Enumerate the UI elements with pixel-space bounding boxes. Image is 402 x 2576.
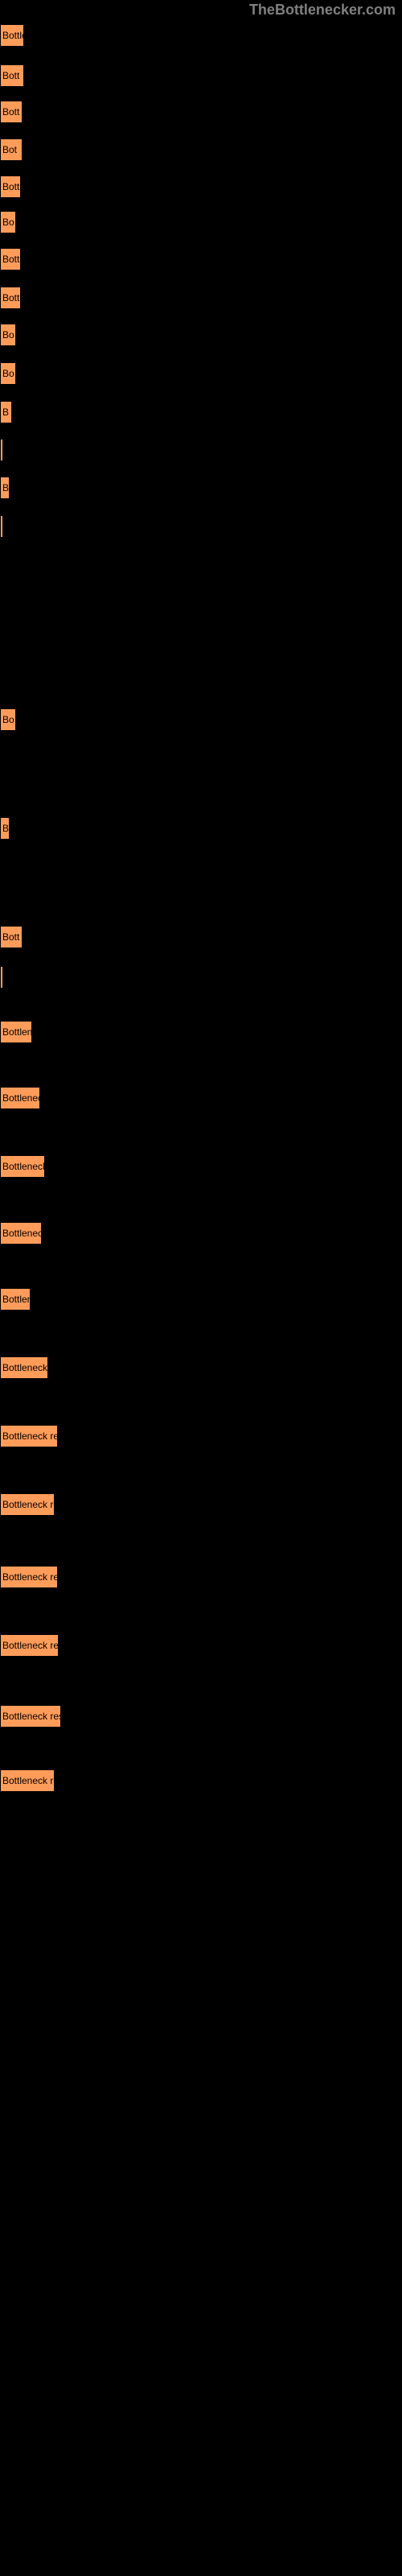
bar-label: B [2,482,9,493]
bar-row: Bot [0,138,23,161]
bar-row: Bottleneck [0,1222,42,1245]
bar-label: Bott [2,106,19,118]
bar: Bo [0,324,16,346]
bar: Bo [0,708,16,731]
bar: Bottleneck [0,1087,40,1109]
bar: Bottleneck r [0,1356,48,1379]
bar: Bottlene [0,1021,32,1043]
bar [0,966,3,989]
bar-row: Bo [0,362,16,385]
bar-row [0,515,3,538]
bar-row: Bottleneck res [0,1566,58,1588]
bar-label: B [2,407,9,418]
bar-row: Bottleneck res [0,1425,58,1447]
bar: B [0,817,10,840]
bar-row: B [0,817,10,840]
bar-row: Bottleneck [0,1087,40,1109]
bar: Bottleneck re [0,1493,55,1516]
bar-label: Bottleneck resu [2,1711,61,1722]
bar-label: B [2,823,9,834]
bar: Bottleneck res [0,1566,58,1588]
bar: Bott [0,64,24,87]
bar: Bott [0,926,23,948]
bar-row: Bottleneck res [0,1634,59,1657]
bar-row: Bottlen [0,1288,31,1311]
bar-label: Bottle [2,30,24,41]
bar-label: Bottleneck [2,1092,40,1104]
bar: Bottleneck res [0,1634,59,1657]
bar-row: Bottleneck re [0,1769,55,1792]
bar-row: Bott [0,926,23,948]
bar: Bott [0,175,21,198]
bar: Bottleneck resu [0,1705,61,1728]
bar-label: Bottleneck res [2,1571,58,1583]
bar-row: Bottlene [0,1021,32,1043]
bar: Bottleneck r [0,1155,45,1178]
bar-row: Bottleneck r [0,1155,45,1178]
bar-row: Bo [0,211,16,233]
bar: Bottleneck res [0,1425,58,1447]
bar: Bott [0,101,23,123]
bar-label: Bottleneck r [2,1362,48,1373]
bar-label: Bott [2,292,19,303]
bar-row: B [0,401,12,423]
header-brand: TheBottlenecker.com [249,2,396,19]
bar: Bot [0,138,23,161]
bar: Bottleneck [0,1222,42,1245]
bar-label: Bottleneck re [2,1499,55,1510]
bar: B [0,401,12,423]
bar-label: Bottlen [2,1294,31,1305]
bar-label: Bott [2,254,19,265]
bar-row: Bottleneck re [0,1493,55,1516]
bar: Bottle [0,24,24,47]
bar-label: Bottleneck res [2,1640,59,1651]
bar: Bo [0,211,16,233]
bar-row: Bott [0,64,24,87]
bar-label: Bottlene [2,1026,32,1038]
bar-label: Bo [2,368,14,379]
bar: Bott [0,287,21,309]
bar [0,515,3,538]
bar-label: Bot [2,144,17,155]
bar: Bottleneck re [0,1769,55,1792]
bar-row: Bott [0,101,23,123]
bar-label: Bottleneck res [2,1430,58,1442]
bar-row: Bottle [0,24,24,47]
bar-row: Bott [0,175,21,198]
bar-label: Bott [2,70,19,81]
bar-row: Bo [0,324,16,346]
bar-label: Bottleneck re [2,1775,55,1786]
bar-label: Bottleneck r [2,1161,45,1172]
bar: Bott [0,248,21,270]
bar-row [0,439,3,461]
bar-row: B [0,477,10,499]
bar-label: Bott [2,931,19,943]
bar-label: Bottleneck [2,1228,42,1239]
bar-row [0,966,3,989]
bar: Bo [0,362,16,385]
bar-row: Bott [0,248,21,270]
bar-row: Bottleneck r [0,1356,48,1379]
bar-row: Bo [0,708,16,731]
bar-row: Bott [0,287,21,309]
bar-label: Bo [2,217,14,228]
bar-label: Bo [2,714,14,725]
bar-row: Bottleneck resu [0,1705,61,1728]
bar-label: Bo [2,329,14,341]
bar: B [0,477,10,499]
bar [0,439,3,461]
bar-label: Bott [2,181,19,192]
bar: Bottlen [0,1288,31,1311]
